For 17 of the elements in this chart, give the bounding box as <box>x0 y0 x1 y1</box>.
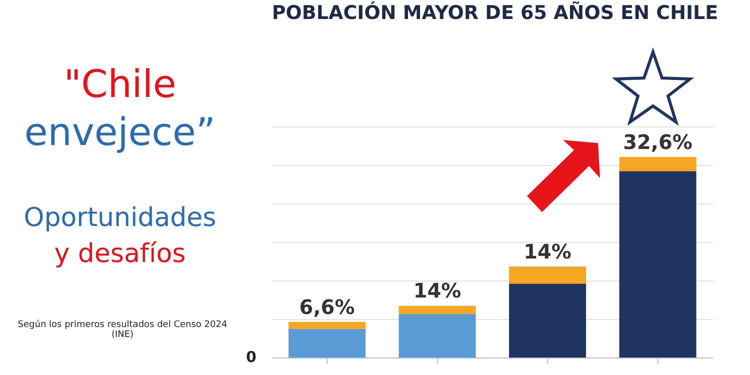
annotation: 14% <box>413 278 462 303</box>
bar <box>398 314 476 358</box>
bar <box>288 328 366 358</box>
bar <box>509 284 586 358</box>
bar <box>288 322 366 329</box>
text: "Chile envejece” <box>23 61 217 156</box>
text: 0 <box>246 348 256 366</box>
bar <box>619 157 696 172</box>
annotation: 6,6% <box>299 294 355 319</box>
annotation: 14% <box>524 240 572 264</box>
bar <box>619 171 696 358</box>
text: Oportunidades y desafíos <box>22 202 218 271</box>
chart-title: POBLACIÓN MAYOR DE 65 AÑOS EN CHILE <box>270 2 720 24</box>
bar <box>398 306 476 314</box>
text: Según los primeros resultados del Censo 2024 (INE) <box>16 320 228 340</box>
text: 32,6% <box>623 130 692 154</box>
bar <box>509 266 586 284</box>
